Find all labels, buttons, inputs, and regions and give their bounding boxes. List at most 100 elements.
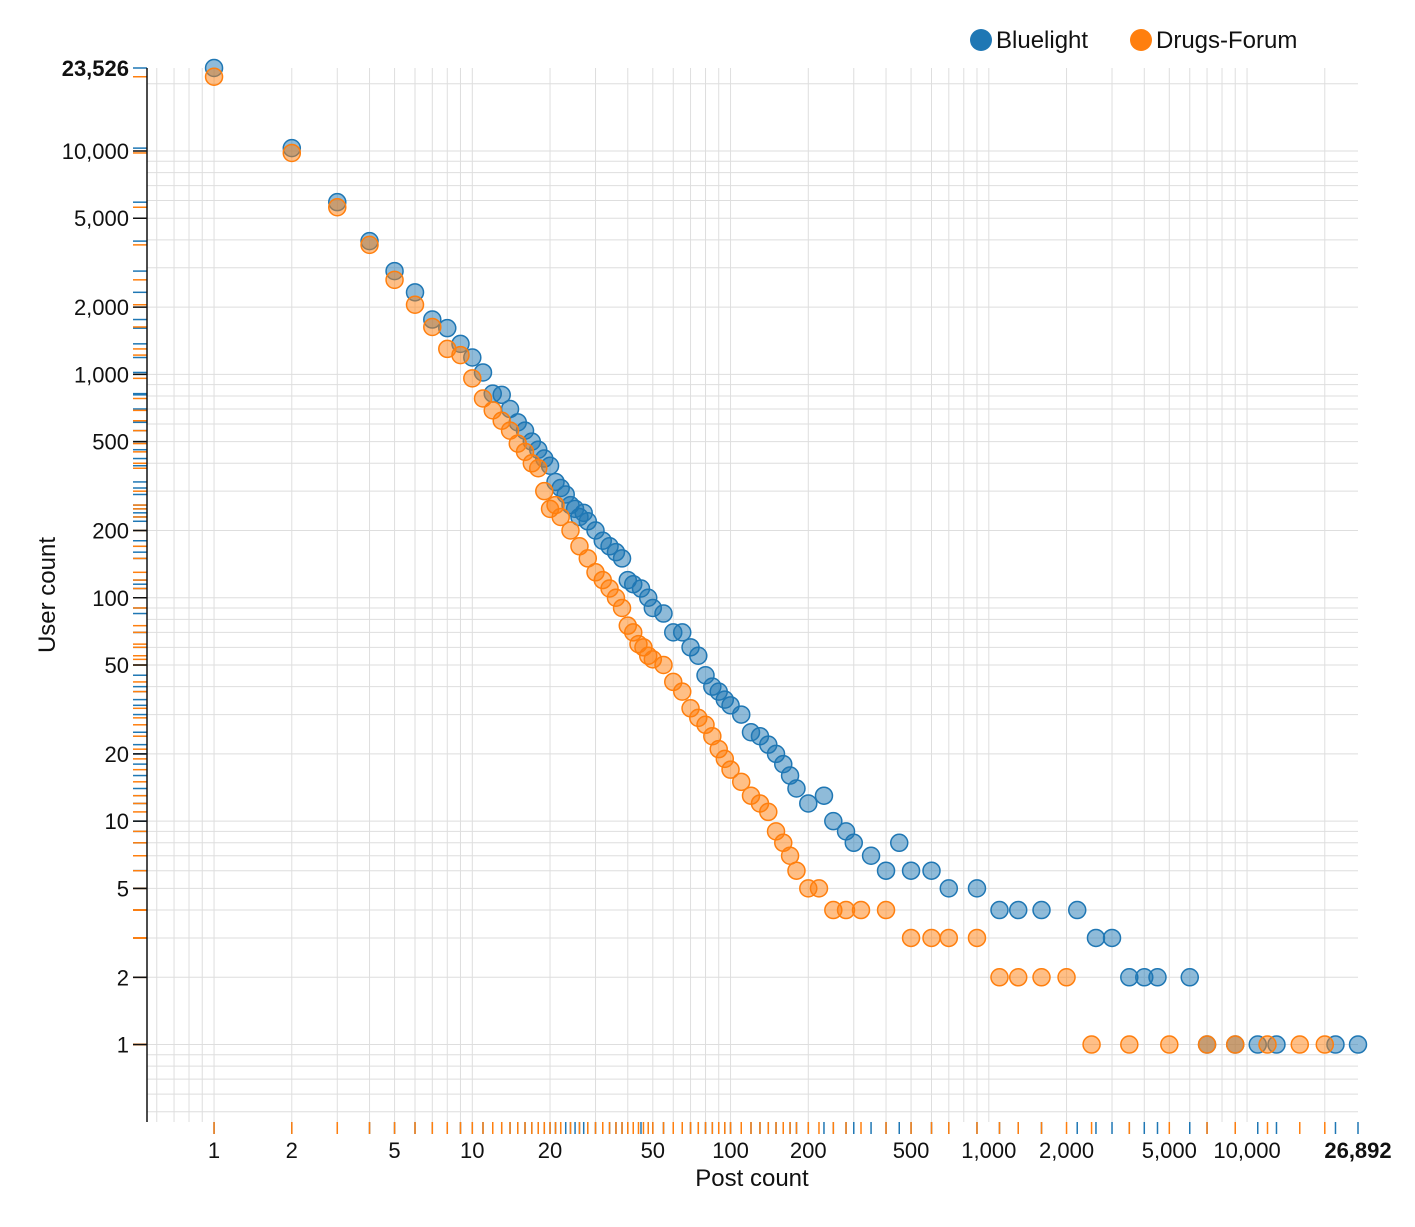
y-tick-label: 2 — [117, 965, 129, 990]
point-bluelight — [876, 861, 896, 880]
point-drugs-forum — [451, 345, 470, 365]
y-tick-label: 500 — [92, 430, 129, 455]
legend-marker-drugs-forum — [1130, 29, 1152, 51]
point-bluelight — [824, 811, 843, 831]
y-tick-label: 1,000 — [74, 362, 129, 387]
point-bluelight — [799, 794, 818, 813]
x-tick-label: 500 — [893, 1138, 930, 1163]
point-drugs-forum — [787, 861, 806, 880]
point-drugs-forum — [721, 760, 740, 779]
x-tick-label: 20 — [538, 1138, 562, 1163]
point-drugs-forum — [876, 900, 896, 920]
point-drugs-forum — [463, 369, 482, 388]
legend-marker-bluelight — [970, 29, 992, 51]
point-drugs-forum — [1197, 1035, 1217, 1054]
grid-lines — [147, 68, 1358, 1122]
point-drugs-forum — [204, 67, 224, 86]
point-bluelight — [889, 833, 909, 853]
point-bluelight — [612, 549, 632, 568]
point-bluelight — [990, 900, 1009, 920]
point-bluelight — [1008, 900, 1028, 920]
y-tick-label: 50 — [105, 653, 129, 678]
point-bluelight — [1180, 968, 1200, 987]
point-drugs-forum — [731, 772, 751, 792]
point-drugs-forum — [535, 481, 554, 501]
y-tick-label: 100 — [92, 586, 129, 611]
point-bluelight — [731, 705, 751, 724]
point-drugs-forum — [578, 549, 598, 568]
x-tick-label: 100 — [712, 1138, 749, 1163]
point-bluelight — [1348, 1035, 1368, 1054]
point-bluelight — [861, 846, 881, 866]
point-drugs-forum — [1290, 1035, 1310, 1054]
point-drugs-forum — [901, 928, 921, 948]
point-drugs-forum — [967, 928, 987, 948]
point-bluelight — [1067, 900, 1087, 920]
point-bluelight — [689, 646, 708, 666]
x-axis-title: Post count — [695, 1165, 809, 1192]
x-tick-label: 2 — [286, 1138, 298, 1163]
point-drugs-forum — [809, 879, 829, 898]
point-bluelight — [672, 623, 692, 642]
point-drugs-forum — [1315, 1035, 1335, 1054]
point-drugs-forum — [1258, 1035, 1277, 1054]
x-tick-label: 10 — [460, 1138, 484, 1163]
legend-label-drugs-forum: Drugs-Forum — [1156, 27, 1297, 54]
y-tick-label: 200 — [92, 519, 129, 544]
point-drugs-forum — [1032, 968, 1051, 987]
point-drugs-forum — [672, 682, 692, 701]
point-bluelight — [939, 879, 959, 898]
y-tick-label: 5,000 — [74, 206, 129, 231]
point-drugs-forum — [1225, 1035, 1245, 1054]
point-drugs-forum — [654, 655, 673, 675]
point-drugs-forum — [1160, 1035, 1179, 1054]
legend: Bluelight Drugs-Forum — [970, 27, 1297, 54]
point-drugs-forum — [1057, 968, 1076, 987]
point-drugs-forum — [385, 270, 404, 290]
point-bluelight — [492, 385, 511, 405]
point-bluelight — [922, 861, 941, 880]
point-bluelight — [814, 786, 834, 805]
tick-labels: 1 2 5 10 20 50 100 200 500 1,000 2,000 5,000 10,000 2… — [62, 56, 1392, 1163]
point-bluelight — [901, 861, 921, 880]
point-drugs-forum — [551, 507, 570, 527]
point-drugs-forum — [612, 598, 632, 618]
y-tick-label: 10,000 — [62, 139, 129, 164]
point-drugs-forum — [851, 900, 871, 920]
point-bluelight — [1102, 928, 1122, 948]
legend-label-bluelight: Bluelight — [996, 27, 1088, 54]
point-bluelight — [1086, 928, 1106, 948]
point-bluelight — [967, 879, 987, 898]
point-drugs-forum — [282, 143, 302, 163]
point-bluelight — [654, 604, 673, 623]
y-tick-label: 5 — [117, 876, 129, 901]
point-drugs-forum — [922, 928, 941, 948]
x-tick-label: 1 — [208, 1138, 220, 1163]
data-points — [204, 58, 1368, 1054]
x-tick-label: 50 — [641, 1138, 665, 1163]
point-drugs-forum — [990, 968, 1009, 987]
rug-marks — [133, 67, 1359, 1134]
x-tick-label: 2,000 — [1039, 1138, 1094, 1163]
point-drugs-forum — [528, 459, 548, 478]
point-drugs-forum — [328, 197, 347, 217]
point-drugs-forum — [759, 802, 778, 822]
point-drugs-forum — [939, 928, 959, 948]
point-drugs-forum — [1008, 968, 1028, 987]
point-bluelight — [1032, 900, 1051, 920]
x-tick-label: 5 — [388, 1138, 400, 1163]
x-tick-label: 5,000 — [1142, 1138, 1197, 1163]
y-tick-label: 2,000 — [74, 295, 129, 320]
x-tick-label: 1,000 — [961, 1138, 1016, 1163]
y-tick-label: 20 — [105, 742, 129, 767]
y-tick-label: 10 — [105, 809, 129, 834]
y-tick-label: 1 — [117, 1033, 129, 1058]
y-max-label: 23,526 — [62, 56, 129, 81]
point-drugs-forum — [423, 317, 442, 337]
point-drugs-forum — [1120, 1035, 1139, 1054]
point-drugs-forum — [473, 389, 493, 408]
point-bluelight — [787, 779, 806, 798]
point-bluelight — [1148, 968, 1167, 987]
x-max-label: 26,892 — [1324, 1138, 1391, 1163]
